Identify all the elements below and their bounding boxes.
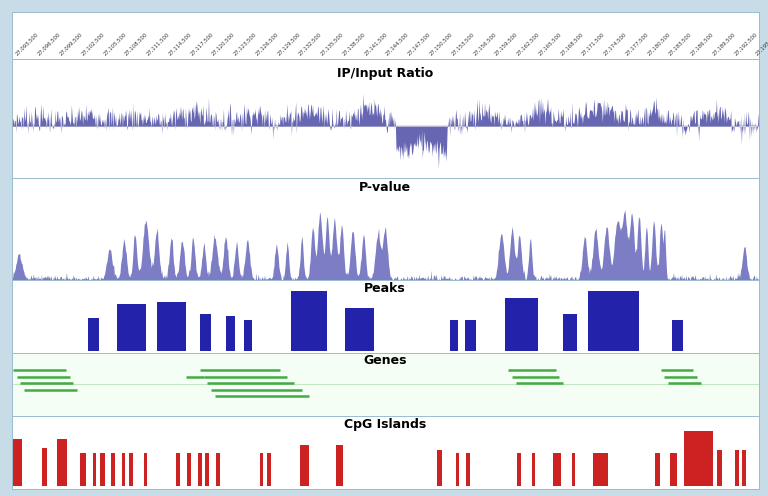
Bar [198,453,202,486]
Bar [144,453,147,486]
Bar [505,298,538,351]
Text: 27,165,500: 27,165,500 [538,32,562,57]
Bar [42,447,47,486]
Text: 27,126,500: 27,126,500 [254,32,280,57]
Text: 27,168,500: 27,168,500 [559,32,584,57]
Bar [176,453,180,486]
Bar [187,453,190,486]
Bar [129,453,133,486]
Bar [735,450,739,486]
Bar [267,453,270,486]
Text: 27,111,500: 27,111,500 [146,32,170,57]
Bar [717,450,722,486]
Text: 27,102,500: 27,102,500 [81,32,105,57]
Text: 27,171,500: 27,171,500 [581,32,606,57]
Text: 27,135,500: 27,135,500 [319,32,345,57]
Text: 27,183,500: 27,183,500 [668,32,693,57]
Bar [597,453,608,486]
Bar [346,308,374,351]
Bar [117,305,146,351]
Text: 27,114,500: 27,114,500 [167,32,193,57]
Bar [216,453,220,486]
Text: 27,192,500: 27,192,500 [733,32,758,57]
Bar [13,439,22,486]
Text: 27,156,500: 27,156,500 [472,32,497,57]
Text: 27,099,500: 27,099,500 [58,32,84,57]
Bar [563,314,578,351]
Bar [291,291,327,351]
Bar [517,453,521,486]
Bar [88,318,98,351]
Text: P-value: P-value [359,181,411,194]
Bar [300,445,309,486]
Bar [672,320,683,351]
Text: 27,195,500: 27,195,500 [755,32,768,57]
Text: 27,144,500: 27,144,500 [386,32,410,57]
Text: 27,153,500: 27,153,500 [451,32,475,57]
Bar [243,320,253,351]
Bar [571,453,575,486]
Text: IP/Input Ratio: IP/Input Ratio [337,67,433,80]
Bar [260,453,263,486]
Text: 27,150,500: 27,150,500 [429,32,454,57]
Bar [100,453,105,486]
Text: 27,129,500: 27,129,500 [276,32,301,57]
Text: Peaks: Peaks [364,282,406,296]
Bar [466,453,470,486]
Text: 27,105,500: 27,105,500 [102,32,127,57]
Bar [111,453,115,486]
Bar [200,314,211,351]
Bar [465,320,476,351]
Bar [81,453,85,486]
Text: 27,108,500: 27,108,500 [124,32,149,57]
Text: 27,177,500: 27,177,500 [624,32,650,57]
Text: 27,138,500: 27,138,500 [342,32,366,57]
Bar [451,320,458,351]
Bar [226,316,235,351]
Text: 27,186,500: 27,186,500 [690,32,715,57]
Text: 27,162,500: 27,162,500 [516,32,541,57]
Text: 27,159,500: 27,159,500 [494,32,519,57]
Bar [93,453,97,486]
Text: 27,147,500: 27,147,500 [407,32,432,57]
Text: 27,141,500: 27,141,500 [363,32,389,57]
Bar [588,291,639,351]
Bar [594,453,597,486]
Text: 27,117,500: 27,117,500 [189,32,214,57]
Text: CpG Islands: CpG Islands [344,419,426,432]
Bar [742,450,746,486]
Bar [684,432,713,486]
Text: 27,180,500: 27,180,500 [647,32,671,57]
Text: 27,174,500: 27,174,500 [603,32,627,57]
Text: 27,123,500: 27,123,500 [233,32,257,57]
Bar [455,453,459,486]
Text: 27,120,500: 27,120,500 [211,32,236,57]
Bar [531,453,535,486]
Bar [554,453,561,486]
Text: 27,132,500: 27,132,500 [298,32,323,57]
Text: 27,093,500: 27,093,500 [15,32,40,57]
Bar [205,453,209,486]
Text: 27,096,500: 27,096,500 [37,32,62,57]
Bar [655,453,660,486]
Text: 27,189,500: 27,189,500 [712,32,737,57]
Bar [438,450,442,486]
Text: Genes: Genes [363,355,407,368]
Bar [336,445,343,486]
Bar [122,453,125,486]
Bar [157,302,186,351]
Bar [57,439,67,486]
Bar [670,453,677,486]
